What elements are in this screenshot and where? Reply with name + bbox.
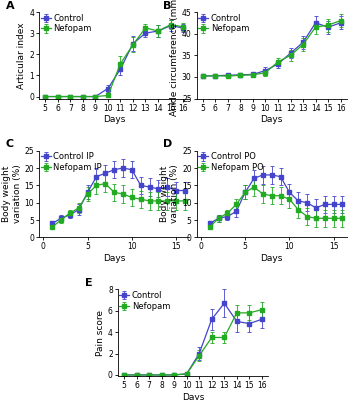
Y-axis label: Body weight
variation (%): Body weight variation (%) (160, 165, 179, 223)
Legend: Control PO, Nefopam PO: Control PO, Nefopam PO (197, 152, 264, 173)
Legend: Control, Nefopam: Control, Nefopam (119, 290, 171, 312)
Legend: Control IP, Nefopam IP: Control IP, Nefopam IP (40, 152, 103, 173)
X-axis label: Days: Days (103, 254, 125, 263)
X-axis label: Days: Days (261, 115, 283, 124)
X-axis label: Days: Days (103, 115, 125, 124)
Text: A: A (6, 0, 15, 10)
Text: C: C (6, 139, 14, 149)
Y-axis label: Body weight
variation (%): Body weight variation (%) (2, 165, 22, 223)
Text: B: B (164, 0, 172, 10)
Text: D: D (164, 139, 173, 149)
X-axis label: Days: Days (261, 254, 283, 263)
Legend: Control, Nefopam: Control, Nefopam (197, 13, 250, 34)
Y-axis label: Pain score: Pain score (96, 310, 105, 356)
Legend: Control, Nefopam: Control, Nefopam (40, 13, 92, 34)
Text: E: E (85, 278, 92, 288)
Y-axis label: Articular index: Articular index (17, 22, 27, 89)
Y-axis label: Ankle circumference (mm): Ankle circumference (mm) (170, 0, 179, 116)
X-axis label: Days: Days (182, 393, 204, 400)
